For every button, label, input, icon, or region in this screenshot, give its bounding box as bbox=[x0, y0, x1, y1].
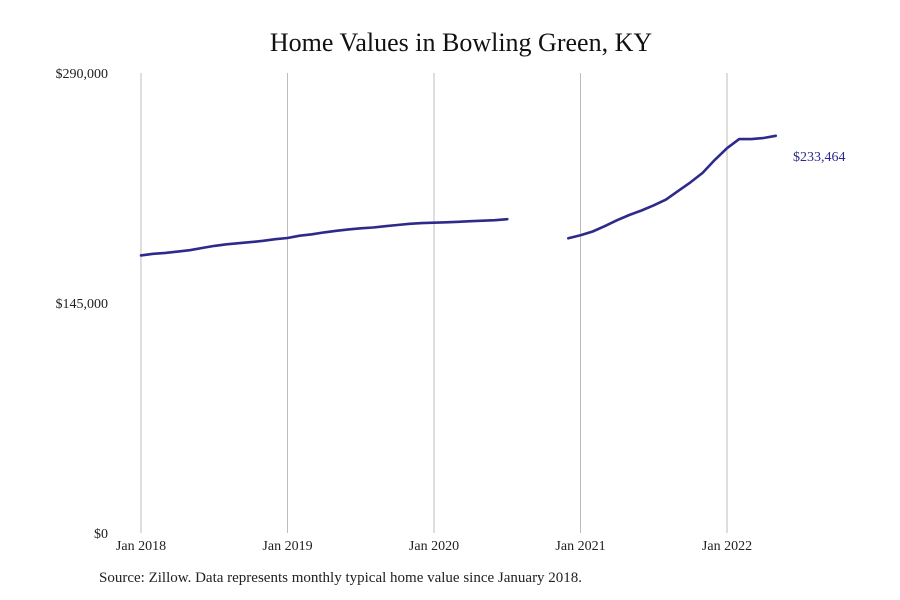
end-value-label: $233,464 bbox=[793, 150, 846, 165]
x-tick-label: Jan 2020 bbox=[409, 539, 459, 554]
source-note: Source: Zillow. Data represents monthly … bbox=[99, 570, 583, 586]
series-line-segment bbox=[139, 217, 509, 257]
grid-layer bbox=[140, 73, 728, 533]
series-layer bbox=[139, 134, 778, 257]
series-line-segment bbox=[566, 134, 778, 240]
y-tick-label: $290,000 bbox=[56, 67, 109, 82]
x-tick-label: Jan 2021 bbox=[555, 539, 605, 554]
chart-title: Home Values in Bowling Green, KY bbox=[270, 28, 652, 57]
x-tick-label: Jan 2018 bbox=[116, 539, 166, 554]
x-tick-label: Jan 2022 bbox=[702, 539, 752, 554]
y-tick-label: $0 bbox=[94, 527, 108, 542]
x-axis-ticks: Jan 2018 Jan 2019 Jan 2020 Jan 2021 Jan 2022 bbox=[116, 539, 752, 554]
y-tick-label: $145,000 bbox=[56, 297, 109, 312]
x-tick-label: Jan 2019 bbox=[262, 539, 312, 554]
y-axis-ticks: $0 $145,000 $290,000 bbox=[56, 67, 109, 542]
